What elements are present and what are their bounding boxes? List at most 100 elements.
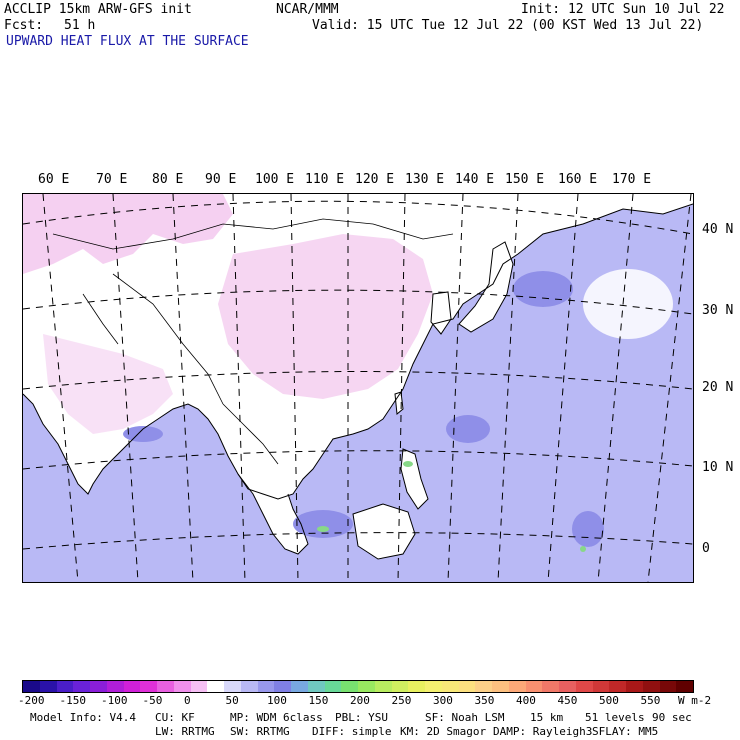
colorbar-swatch (257, 681, 275, 692)
colorbar-swatch (307, 681, 325, 692)
colorbar-swatch (358, 681, 375, 692)
footer-item: CU: KF (155, 711, 195, 724)
footer-item: 90 sec (652, 711, 692, 724)
colorbar (22, 680, 694, 693)
latitude-label: 20 N (702, 380, 734, 395)
colorbar-swatch (592, 681, 610, 692)
fcst-value: 51 h (64, 18, 96, 33)
colorbar-swatch (56, 681, 74, 692)
footer-item: MP: WDM 6class (230, 711, 323, 724)
map-svg (22, 193, 694, 583)
colorbar-swatch (475, 681, 492, 692)
longitude-label: 140 E (455, 172, 495, 187)
colorbar-swatch (408, 681, 425, 692)
colorbar-label: -100 (101, 694, 128, 707)
colorbar-label: 300 (433, 694, 453, 707)
indochina-land (238, 474, 308, 554)
flux-ocean-patch (446, 415, 490, 443)
colorbar-label: 400 (516, 694, 536, 707)
flux-green-patch (317, 526, 329, 532)
field-title: UPWARD HEAT FLUX AT THE SURFACE (6, 34, 249, 49)
colorbar-swatch (157, 681, 174, 692)
colorbar-swatch (190, 681, 208, 692)
colorbar-swatch (458, 681, 476, 692)
colorbar-swatch (676, 681, 693, 692)
latitude-label: 40 N (702, 222, 734, 237)
footer-item: DAMP: Rayleigh3 (493, 725, 593, 738)
map-panel (22, 193, 694, 583)
colorbar-swatch (173, 681, 191, 692)
colorbar-swatch (240, 681, 258, 692)
model-title: ACCLIP 15km ARW-GFS init (4, 2, 192, 17)
colorbar-label: -50 (142, 694, 163, 707)
longitude-label: 150 E (505, 172, 545, 187)
footer-item: KM: 2D Smagor (400, 725, 487, 738)
colorbar-swatch (508, 681, 526, 692)
colorbar-label: 350 (474, 694, 495, 707)
colorbar-label: 100 (267, 694, 287, 707)
colorbar-swatch (542, 681, 559, 692)
colorbar-label: -200 (18, 694, 45, 707)
colorbar-label: 200 (350, 694, 370, 707)
colorbar-swatch (374, 681, 392, 692)
borneo-land (353, 504, 415, 559)
footer-item: 51 levels (585, 711, 645, 724)
footer-item: Model Info: V4.4 (30, 711, 136, 724)
flux-ocean-patch (123, 426, 163, 442)
colorbar-swatch (425, 681, 442, 692)
footer-item: SFLAY: MM5 (592, 725, 659, 738)
longitude-label: 100 E (255, 172, 295, 187)
colorbar-swatch (123, 681, 141, 692)
latitude-label: 30 N (702, 303, 734, 318)
longitude-label: 120 E (355, 172, 395, 187)
colorbar-swatch (140, 681, 157, 692)
footer-item: SF: Noah LSM (425, 711, 505, 724)
colorbar-swatch (609, 681, 626, 692)
footer-item: PBL: YSU (335, 711, 388, 724)
colorbar-swatch (492, 681, 509, 692)
longitude-label: 90 E (205, 172, 237, 187)
longitude-label: 130 E (405, 172, 445, 187)
colorbar-swatch (659, 681, 677, 692)
colorbar-swatch (559, 681, 576, 692)
latitude-label: 0 (702, 541, 710, 556)
coastlines (22, 203, 694, 560)
flux-ocean-patch (293, 510, 353, 538)
colorbar-swatch (207, 681, 224, 692)
flux-pink-north (23, 194, 233, 274)
colorbar-swatch (39, 681, 57, 692)
graticule (22, 193, 694, 583)
colorbar-swatch (525, 681, 543, 692)
flux-green-patch (580, 546, 586, 552)
colorbar-label: 0 (184, 694, 191, 707)
flux-green-patch (403, 461, 413, 467)
colorbar-units: W m-2 (678, 694, 712, 707)
valid-time: Valid: 15 UTC Tue 12 Jul 22 (00 KST Wed … (312, 18, 704, 33)
colorbar-label: 550 (640, 694, 661, 707)
colorbar-swatch (575, 681, 593, 692)
colorbar-label: 250 (391, 694, 412, 707)
longitude-label: 160 E (558, 172, 598, 187)
colorbar-label: 450 (557, 694, 578, 707)
colorbar-swatch (324, 681, 342, 692)
colorbar-label: 150 (308, 694, 329, 707)
flux-ocean-patch (572, 511, 604, 547)
colorbar-swatch (391, 681, 409, 692)
longitude-label: 70 E (96, 172, 128, 187)
flux-ocean-patch (513, 271, 573, 307)
colorbar-label: 500 (599, 694, 619, 707)
footer-item: 15 km (530, 711, 564, 724)
footer-item: SW: RRTMG (230, 725, 290, 738)
colorbar-swatch (642, 681, 660, 692)
colorbar-swatch (106, 681, 124, 692)
colorbar-swatch (291, 681, 308, 692)
footer-item: DIFF: simple (312, 725, 392, 738)
flux-pink-india (43, 334, 173, 434)
colorbar-label: -150 (59, 694, 87, 707)
latitude-label: 10 N (702, 460, 734, 475)
flux-pink-china (218, 234, 433, 399)
colorbar-swatch (73, 681, 90, 692)
footer-item: LW: RRTMG (155, 725, 215, 738)
longitude-label: 80 E (152, 172, 184, 187)
init-time: Init: 12 UTC Sun 10 Jul 22 (521, 2, 725, 17)
